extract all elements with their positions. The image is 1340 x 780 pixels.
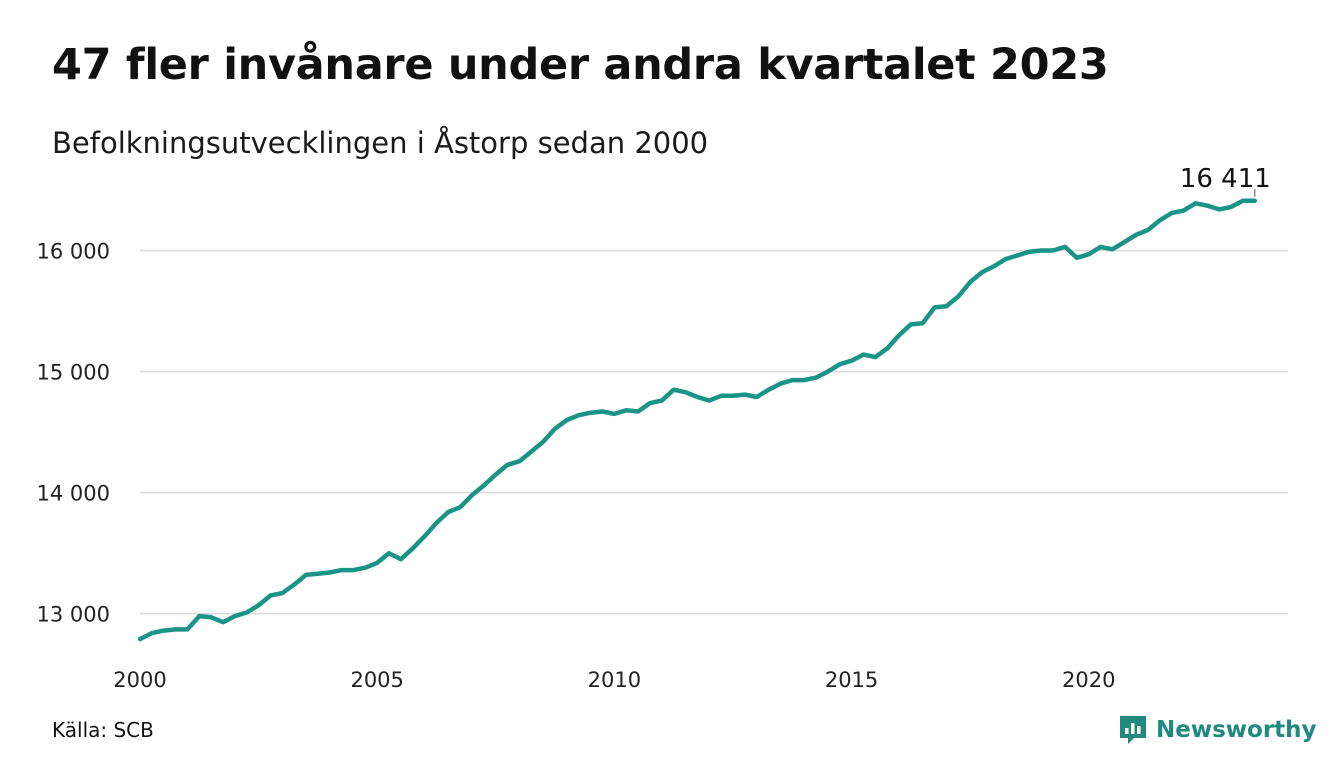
brand-name: Newsworthy [1156, 717, 1317, 743]
y-tick-label: 15 000 [37, 361, 110, 385]
series-line-0 [137, 198, 1258, 642]
gridlines [140, 249, 1288, 615]
x-tick-label: 2010 [588, 668, 641, 692]
series-layer [137, 198, 1258, 642]
end-value-label: 16 411 [1180, 164, 1271, 194]
chart-subtitle: Befolkningsutvecklingen i Åstorp sedan 2… [52, 126, 709, 160]
x-tick-label: 2000 [113, 668, 166, 692]
x-axis-tick-labels: 2000 2005 2010 2015 2020 [113, 668, 1115, 692]
x-tick-label: 2015 [825, 668, 878, 692]
end-annotation: 16 411 [1180, 164, 1271, 197]
y-tick-label: 13 000 [37, 603, 110, 627]
y-tick-label: 14 000 [37, 482, 110, 506]
x-tick-label: 2020 [1062, 668, 1115, 692]
x-tick-label: 2005 [350, 668, 403, 692]
line-chart: 13 000 14 000 15 000 16 000 2000 2005 2010 201… [37, 164, 1288, 692]
brand-logo[interactable]: Newsworthy [1118, 714, 1317, 746]
y-tick-label: 16 000 [37, 240, 110, 264]
y-axis-tick-labels: 13 000 14 000 15 000 16 000 [37, 240, 110, 627]
chart-title: 47 fler invånare under andra kvartalet 2… [52, 40, 1109, 90]
source-note: Källa: SCB [52, 718, 154, 742]
newsworthy-logo-icon [1120, 716, 1146, 744]
